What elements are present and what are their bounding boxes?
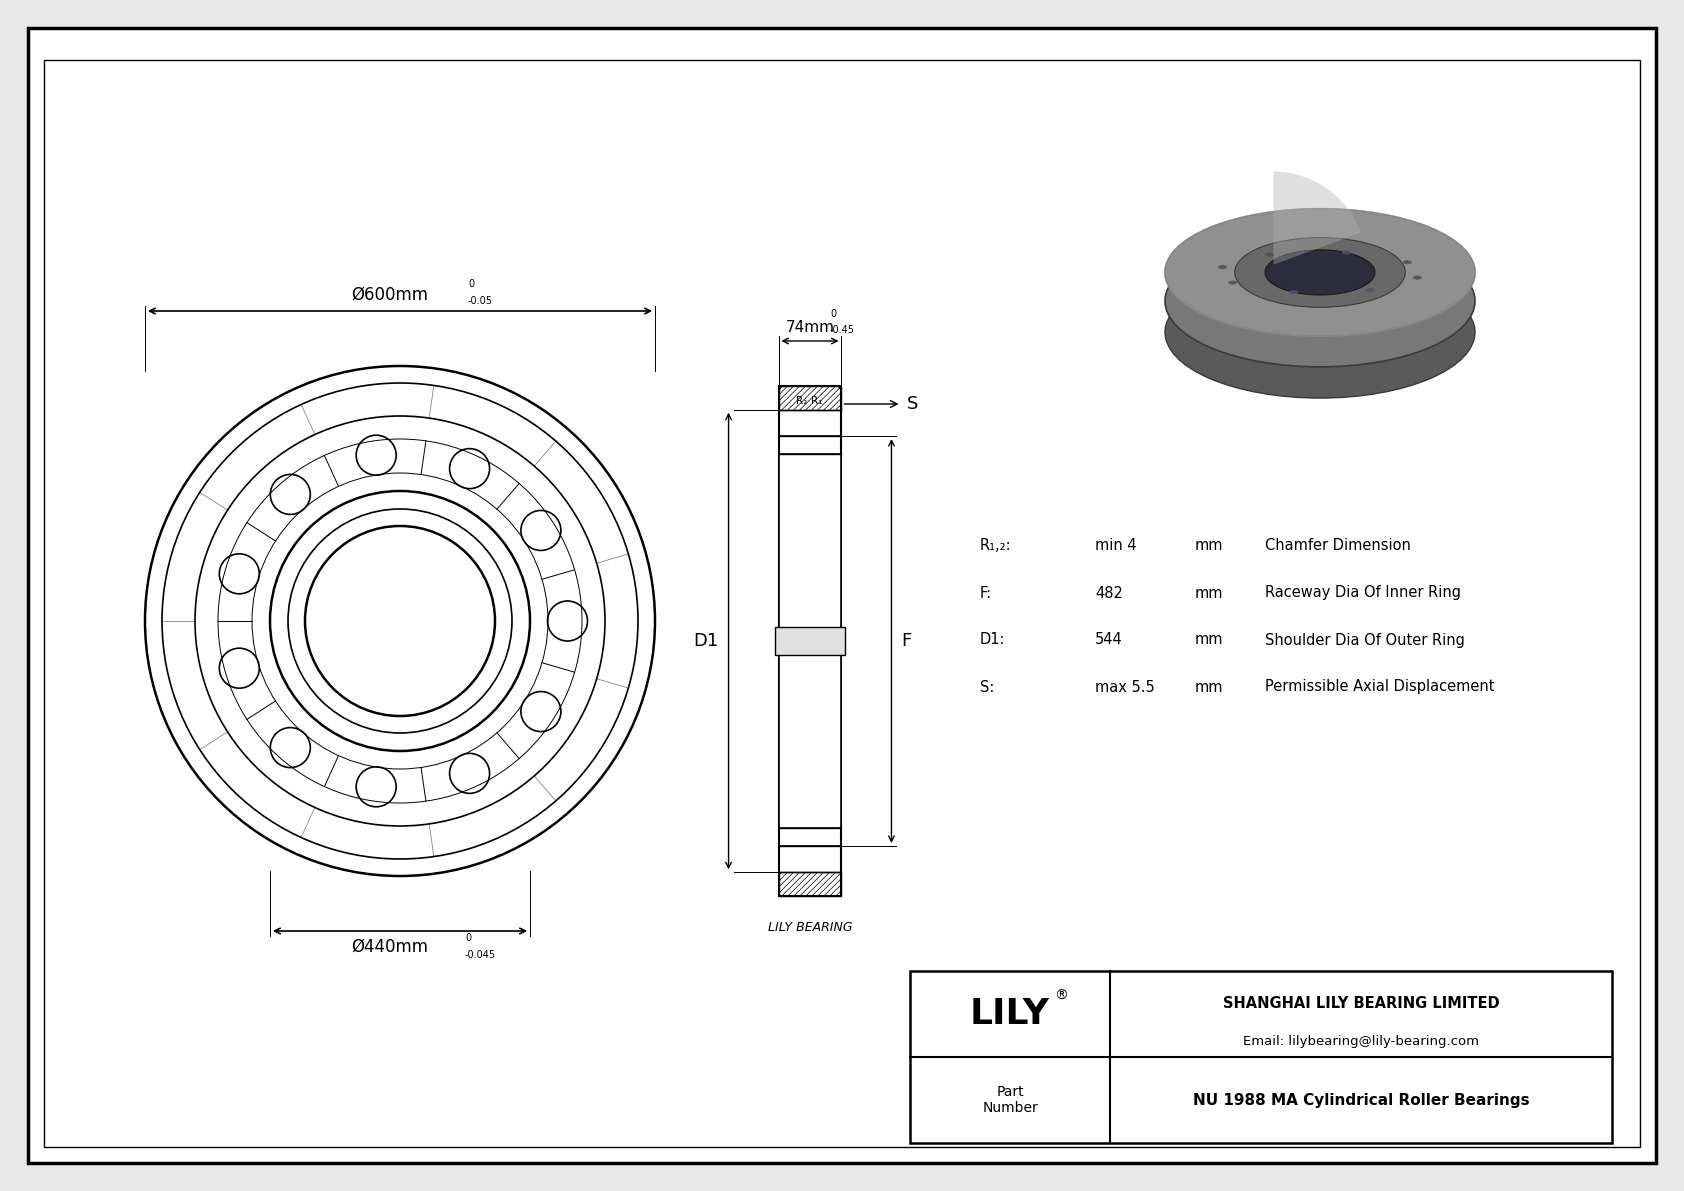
Text: 544: 544 <box>1095 632 1123 648</box>
Text: mm: mm <box>1196 680 1224 694</box>
Ellipse shape <box>1413 275 1421 280</box>
Ellipse shape <box>1366 288 1374 292</box>
Bar <box>778 454 842 828</box>
Text: Permissible Axial Displacement: Permissible Axial Displacement <box>1265 680 1494 694</box>
Ellipse shape <box>1342 250 1351 255</box>
Text: 0: 0 <box>465 933 472 943</box>
Ellipse shape <box>1234 237 1404 307</box>
Text: Email: lilybearing@lily-bearing.com: Email: lilybearing@lily-bearing.com <box>1243 1035 1479 1048</box>
Text: 482: 482 <box>1095 586 1123 600</box>
Text: LILY: LILY <box>970 997 1049 1031</box>
Text: D1: D1 <box>694 632 719 650</box>
Bar <box>778 386 842 410</box>
Bar <box>778 872 842 896</box>
Bar <box>909 971 1612 1143</box>
Text: R₁,₂:: R₁,₂: <box>980 538 1012 554</box>
Text: LILY BEARING: LILY BEARING <box>768 921 852 934</box>
Text: 0: 0 <box>468 279 475 289</box>
Bar <box>775 628 845 655</box>
Text: SHANGHAI LILY BEARING LIMITED: SHANGHAI LILY BEARING LIMITED <box>1223 996 1499 1011</box>
Text: min 4: min 4 <box>1095 538 1137 554</box>
Ellipse shape <box>1265 250 1376 295</box>
Ellipse shape <box>1165 267 1475 398</box>
Text: S: S <box>906 395 918 413</box>
Ellipse shape <box>1290 291 1298 294</box>
Text: 74mm: 74mm <box>785 320 835 335</box>
Text: mm: mm <box>1196 632 1224 648</box>
Text: 0: 0 <box>830 308 837 319</box>
Text: Part
Number: Part Number <box>982 1085 1037 1115</box>
Text: -0.45: -0.45 <box>830 325 855 335</box>
Ellipse shape <box>1403 260 1411 264</box>
Ellipse shape <box>1218 266 1228 269</box>
Text: F:: F: <box>980 586 992 600</box>
Text: mm: mm <box>1196 538 1224 554</box>
Bar <box>778 386 842 896</box>
Ellipse shape <box>1265 252 1275 257</box>
Wedge shape <box>1273 172 1361 264</box>
Text: max 5.5: max 5.5 <box>1095 680 1155 694</box>
Text: ®: ® <box>1054 989 1068 1003</box>
Ellipse shape <box>1165 235 1475 367</box>
Text: Chamfer Dimension: Chamfer Dimension <box>1265 538 1411 554</box>
Text: F: F <box>901 632 911 650</box>
Text: mm: mm <box>1196 586 1224 600</box>
Ellipse shape <box>1228 281 1238 285</box>
Text: Raceway Dia Of Inner Ring: Raceway Dia Of Inner Ring <box>1265 586 1462 600</box>
Text: -0.05: -0.05 <box>468 297 493 306</box>
Text: R₁: R₁ <box>812 395 822 406</box>
Text: -0.045: -0.045 <box>465 950 497 960</box>
Text: D1:: D1: <box>980 632 1005 648</box>
Text: Shoulder Dia Of Outer Ring: Shoulder Dia Of Outer Ring <box>1265 632 1465 648</box>
Text: Ø600mm: Ø600mm <box>352 286 428 304</box>
Text: S:: S: <box>980 680 994 694</box>
Bar <box>778 436 842 846</box>
Text: Ø440mm: Ø440mm <box>352 939 428 956</box>
Ellipse shape <box>1165 208 1475 336</box>
Text: NU 1988 MA Cylindrical Roller Bearings: NU 1988 MA Cylindrical Roller Bearings <box>1192 1092 1529 1108</box>
Text: R₂: R₂ <box>797 395 807 406</box>
Ellipse shape <box>1260 272 1381 320</box>
